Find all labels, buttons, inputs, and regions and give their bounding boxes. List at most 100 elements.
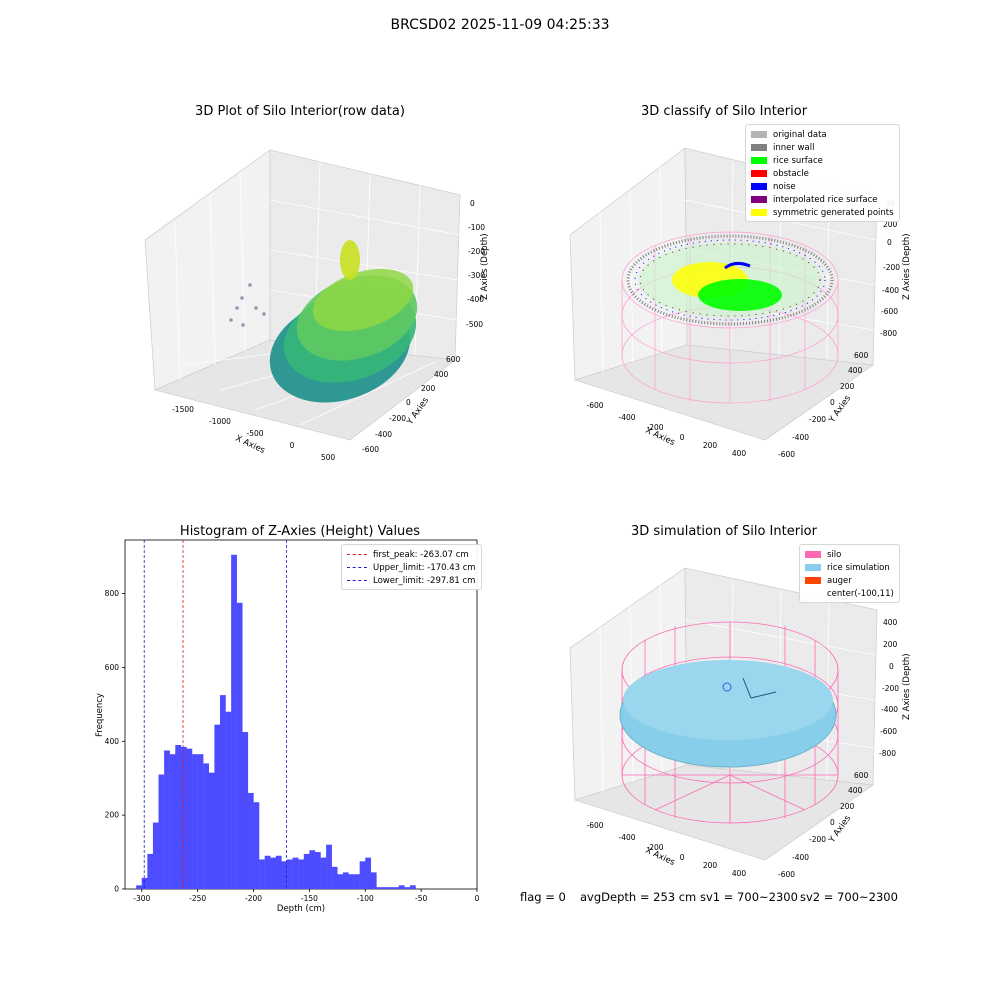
panel1-point-cloud	[229, 240, 418, 403]
legend-swatch-center	[805, 590, 821, 597]
legend-swatch-silo	[805, 551, 821, 558]
histogram-bar	[270, 857, 277, 889]
panel2-z-tick: -200	[883, 263, 900, 272]
legend-swatch-original-data	[751, 131, 767, 138]
panel4-x-tick: -200	[646, 843, 663, 852]
panel2-x-tick: 400	[732, 449, 747, 458]
panel1-y-ticks: -600 -400 -200 0 200 400 600	[362, 355, 461, 454]
histogram-bar	[231, 554, 237, 889]
histogram-bar	[337, 874, 344, 889]
panel2-z-tick: -800	[880, 329, 897, 338]
histogram-y-tick: 0	[114, 885, 119, 894]
panel4-legend-item: silo	[805, 548, 894, 561]
legend-swatch-obstacle	[751, 170, 767, 177]
histogram-bar	[398, 885, 405, 889]
panel2-legend-item: symmetric generated points	[751, 206, 894, 219]
panel1-x-tick: -1500	[172, 405, 194, 414]
legend-swatch-rice-surface	[751, 157, 767, 164]
panel2-rice-surface	[698, 279, 782, 311]
legend-swatch-noise	[751, 183, 767, 190]
histogram-bar	[376, 887, 383, 889]
panel1-z-tick: -500	[466, 320, 483, 329]
panel1-x-tick: -500	[246, 429, 263, 438]
legend-label: noise	[773, 181, 796, 192]
panel1-y-tick: 0	[406, 398, 411, 407]
legend-label: symmetric generated points	[773, 207, 894, 218]
panel1-x-tick: 0	[290, 441, 295, 450]
panel1-y-tick: -600	[362, 445, 379, 454]
histogram-bar	[169, 754, 176, 889]
histogram-bar	[326, 844, 332, 889]
histogram-bar	[387, 887, 394, 889]
histogram-x-tick: -250	[189, 894, 206, 903]
panel4-x-ticks: -600 -400 -200 0 200 400	[586, 821, 746, 878]
histogram-bar	[342, 872, 349, 889]
legend-line-first-peak	[347, 554, 367, 555]
panel4-y-tick: 200	[840, 802, 855, 811]
panel1-z-tick: -100	[468, 223, 485, 232]
panel4-3d-plot: -600 -400 -200 0 200 400 -600 -400 -200 …	[569, 567, 912, 879]
panel1-cloud-top	[312, 268, 414, 332]
panel2-floor-pane	[573, 344, 875, 441]
panel4-z-tick: -400	[881, 705, 898, 714]
panel2-y-tick: -600	[778, 450, 795, 459]
legend-line-upper-limit	[347, 567, 367, 568]
panel2-y-tick: -400	[792, 433, 809, 442]
panel4-y-tick: 0	[830, 818, 835, 827]
panel1-y-tick: -200	[389, 414, 406, 423]
panel2-noise-ring	[634, 239, 826, 321]
histogram-bar	[264, 855, 271, 889]
histogram-bar	[152, 822, 159, 889]
panel2-classified-points	[626, 234, 834, 326]
panel4-z-tick: -200	[882, 684, 899, 693]
panel1-3d-plot: -1500 -1000 -500 0 500 -600 -400 -200 0 …	[144, 149, 490, 460]
panel4-y-tick: 400	[848, 786, 863, 795]
legend-swatch-interpolated	[751, 196, 767, 203]
histogram-bar	[208, 772, 215, 889]
panel4-auger	[742, 677, 777, 699]
histogram-bar	[147, 853, 154, 889]
legend-swatch-auger	[805, 577, 821, 584]
panel2-z-tick: -400	[882, 286, 899, 295]
histogram-x-tick: -100	[357, 894, 374, 903]
legend-label: rice simulation	[827, 562, 890, 573]
panel1-z-tick: -300	[468, 271, 485, 280]
panel4-floor-pane	[573, 764, 875, 861]
panel1-x-ticks: -1500 -1000 -500 0 500	[172, 405, 335, 460]
panel4-rice-simulation	[619, 660, 837, 768]
panel1-x-tick: -1000	[209, 417, 231, 426]
panel2-y-tick: 200	[840, 382, 855, 391]
histogram-bar	[309, 850, 316, 889]
panel4-z-tick: 0	[889, 662, 894, 671]
panel2-legend-item: original data	[751, 128, 894, 141]
panel1-title: 3D Plot of Silo Interior(row data)	[195, 104, 405, 119]
histogram-y-tick: 400	[105, 737, 120, 746]
panel1-cloud-peak	[340, 240, 360, 280]
panel4-y-tick: -400	[792, 853, 809, 862]
histogram-bar	[219, 695, 226, 889]
histogram-y-label: Frequency	[95, 693, 105, 737]
histogram-y-tick: 800	[105, 589, 120, 598]
panel1-z-tick: -200	[468, 247, 485, 256]
histogram-bar	[370, 872, 377, 889]
panel4-x-tick: 200	[703, 861, 718, 870]
histogram-reference-lines	[143, 540, 287, 889]
panel2-legend-item: noise	[751, 180, 894, 193]
panel2-x-tick: -600	[586, 401, 603, 410]
histogram-bar	[303, 853, 310, 889]
panel1-y-tick: 600	[446, 355, 461, 364]
legend-label: first_peak: -263.07 cm	[373, 549, 469, 560]
panel4-x-tick: -600	[586, 821, 603, 830]
histogram-x-tick: -50	[415, 894, 427, 903]
histogram-bar	[292, 857, 299, 889]
legend-label: obstacle	[773, 168, 809, 179]
histogram-bar	[382, 887, 388, 889]
panel4-legend-item: rice simulation	[805, 561, 894, 574]
histogram-bar	[192, 754, 198, 889]
histogram-legend: first_peak: -263.07 cm Upper_limit: -170…	[341, 544, 482, 590]
panel1-z-tick: 0	[470, 199, 475, 208]
legend-label: auger	[827, 575, 852, 586]
panel2-inner-wall	[626, 234, 834, 326]
panel2-z-tick: 0	[887, 238, 892, 247]
histogram-bar	[348, 874, 355, 889]
